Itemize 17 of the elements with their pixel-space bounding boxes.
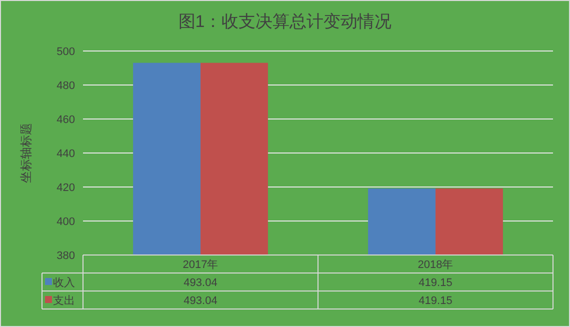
legend-label: 支出	[53, 294, 75, 307]
x-tick-label: 2018年	[418, 259, 454, 271]
y-tick-label: 460	[56, 114, 75, 126]
data-label: 419.15	[418, 295, 452, 307]
y-tick-label: 400	[56, 216, 75, 228]
data-label: 493.04	[184, 295, 218, 307]
y-tick-label: 440	[56, 148, 75, 160]
y-tick-label: 500	[56, 46, 75, 58]
y-tick-label: 380	[56, 250, 75, 262]
x-tick-label: 2017年	[182, 259, 218, 271]
chart-title: 图1：收支决算总计变动情况	[178, 12, 392, 31]
y-axis-title: 坐标轴标题	[19, 123, 33, 183]
y-tick-label: 480	[56, 80, 75, 92]
legend-label: 收入	[53, 276, 75, 289]
data-label: 493.04	[184, 277, 218, 289]
data-label: 419.15	[418, 277, 452, 289]
y-tick-label: 420	[56, 182, 75, 194]
